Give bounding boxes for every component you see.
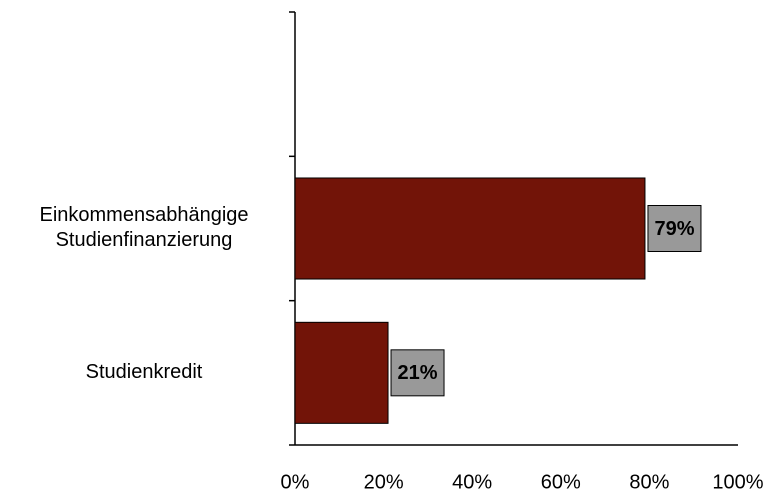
x-tick-label: 60% xyxy=(541,471,581,493)
value-label-box xyxy=(390,349,445,397)
y-tick-label: Einkommensabhängige Studienfinanzierung xyxy=(39,204,248,251)
bar xyxy=(294,177,646,280)
x-tick-label: 80% xyxy=(629,471,669,493)
x-tick-label: 0% xyxy=(281,471,310,493)
value-label: 79% xyxy=(654,218,694,240)
value-label: 21% xyxy=(398,362,438,384)
x-tick-label: 40% xyxy=(452,471,492,493)
y-tick-label: Studienkredit xyxy=(86,361,203,383)
value-label-box xyxy=(647,205,702,252)
x-tick-label: 100% xyxy=(712,471,763,493)
bar xyxy=(294,321,389,424)
x-tick-label: 20% xyxy=(364,471,404,493)
